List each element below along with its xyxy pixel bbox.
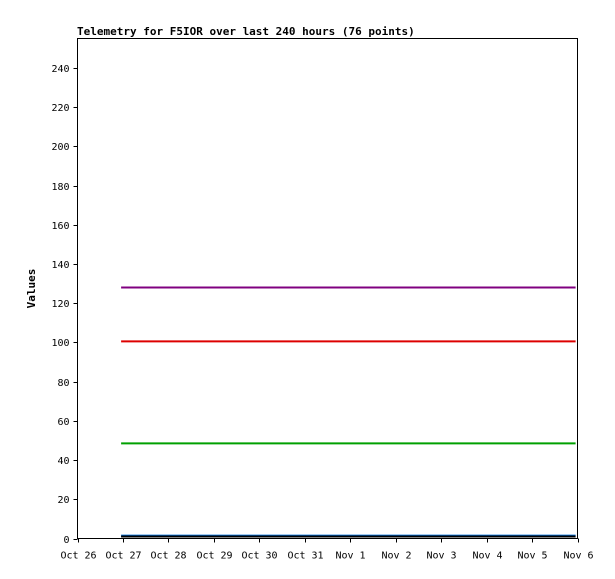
y-tick-label: 220 — [51, 103, 69, 114]
y-tick-label: 80 — [57, 378, 69, 389]
x-tick-label: Oct 28 — [150, 551, 186, 562]
y-tick-label: 0 — [63, 535, 69, 546]
y-tick-label: 240 — [51, 64, 69, 75]
x-tick-label: Nov 5 — [517, 551, 547, 562]
x-tick-label: Nov 1 — [335, 551, 365, 562]
y-tick-label: 40 — [57, 456, 69, 467]
chart-title: Telemetry for F5IOR over last 240 hours … — [77, 25, 415, 38]
y-tick-label: 200 — [51, 142, 69, 153]
y-tick-label: 140 — [51, 260, 69, 271]
x-tick-label: Oct 26 — [60, 551, 96, 562]
y-tick-label: 20 — [57, 495, 69, 506]
y-tick-label: 100 — [51, 338, 69, 349]
series-layer — [121, 286, 576, 538]
x-tick-label: Nov 4 — [472, 551, 502, 562]
y-axis-label: Values — [25, 269, 38, 309]
y-tick-label: 160 — [51, 221, 69, 232]
x-tick-label: Nov 3 — [426, 551, 456, 562]
x-tick-label: Nov 6 — [563, 551, 593, 562]
x-tick-label: Oct 29 — [196, 551, 232, 562]
x-axis: Oct 26 Oct 27 Oct 28 Oct 29 Oct 30 Oct 31 Nov … — [60, 538, 594, 562]
x-tick-label: Oct 31 — [287, 551, 323, 562]
x-tick-label: Nov 2 — [381, 551, 411, 562]
y-tick-label: 60 — [57, 417, 69, 428]
x-tick-label: Oct 27 — [105, 551, 141, 562]
y-axis: 0 20 40 60 80 100 120 140 160 180 200 220 240 — [51, 64, 78, 546]
y-tick-label: 180 — [51, 182, 69, 193]
y-tick-label: 120 — [51, 299, 69, 310]
x-tick-label: Oct 30 — [241, 551, 277, 562]
